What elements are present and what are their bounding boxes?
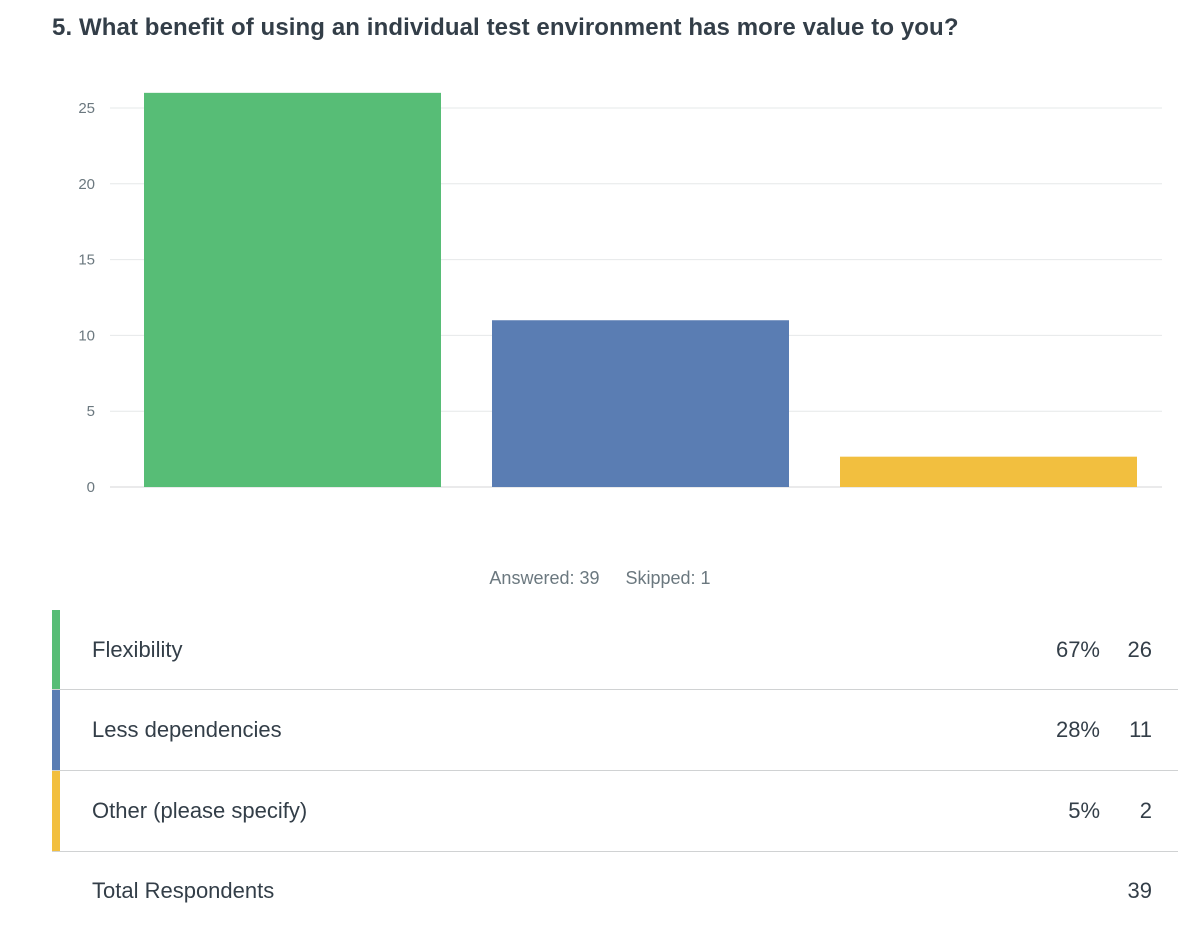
y-tick-label: 25 bbox=[78, 100, 95, 117]
response-summary: Answered: 39 Skipped: 1 bbox=[0, 568, 1200, 589]
table-row: Less dependencies 28% 11 bbox=[52, 690, 1178, 771]
row-label: Other (please specify) bbox=[92, 798, 308, 823]
row-percent: 67% bbox=[1055, 637, 1100, 662]
row-color-swatch bbox=[52, 690, 60, 770]
row-label: Flexibility bbox=[92, 637, 183, 662]
y-tick-label: 20 bbox=[78, 176, 95, 193]
skipped-count: Skipped: 1 bbox=[625, 568, 711, 588]
bar-less-dependencies[interactable] bbox=[492, 320, 789, 487]
question-title: 5. What benefit of using an individual t… bbox=[52, 14, 959, 41]
y-tick-label: 15 bbox=[78, 252, 95, 269]
table-row: Other (please specify) 5% 2 bbox=[52, 771, 1178, 852]
total-count: 39 bbox=[1127, 878, 1152, 903]
y-tick-label: 5 bbox=[87, 403, 95, 420]
y-tick-label: 0 bbox=[87, 479, 95, 496]
total-label: Total Respondents bbox=[92, 878, 275, 903]
row-count: 2 bbox=[1139, 798, 1152, 823]
row-label: Less dependencies bbox=[92, 717, 282, 742]
chart-bars bbox=[144, 92, 1137, 487]
row-color-swatch bbox=[52, 610, 60, 689]
row-percent: 28% bbox=[1055, 717, 1100, 742]
bar-chart: 0 5 10 15 20 25 bbox=[78, 92, 1162, 496]
table-row: Flexibility 67% 26 bbox=[52, 610, 1178, 690]
bar-other-please-specify[interactable] bbox=[840, 456, 1137, 487]
row-color-swatch bbox=[52, 771, 60, 851]
total-respondents-row: Total Respondents 39 bbox=[52, 852, 1178, 930]
row-count: 11 bbox=[1129, 717, 1152, 742]
answered-count: Answered: 39 bbox=[489, 568, 600, 588]
row-percent: 5% bbox=[1068, 798, 1100, 823]
row-count: 26 bbox=[1127, 637, 1152, 662]
answer-table: Flexibility 67% 26 Less dependencies 28%… bbox=[52, 610, 1178, 930]
bar-flexibility[interactable] bbox=[144, 92, 441, 487]
y-tick-label: 10 bbox=[78, 327, 95, 344]
